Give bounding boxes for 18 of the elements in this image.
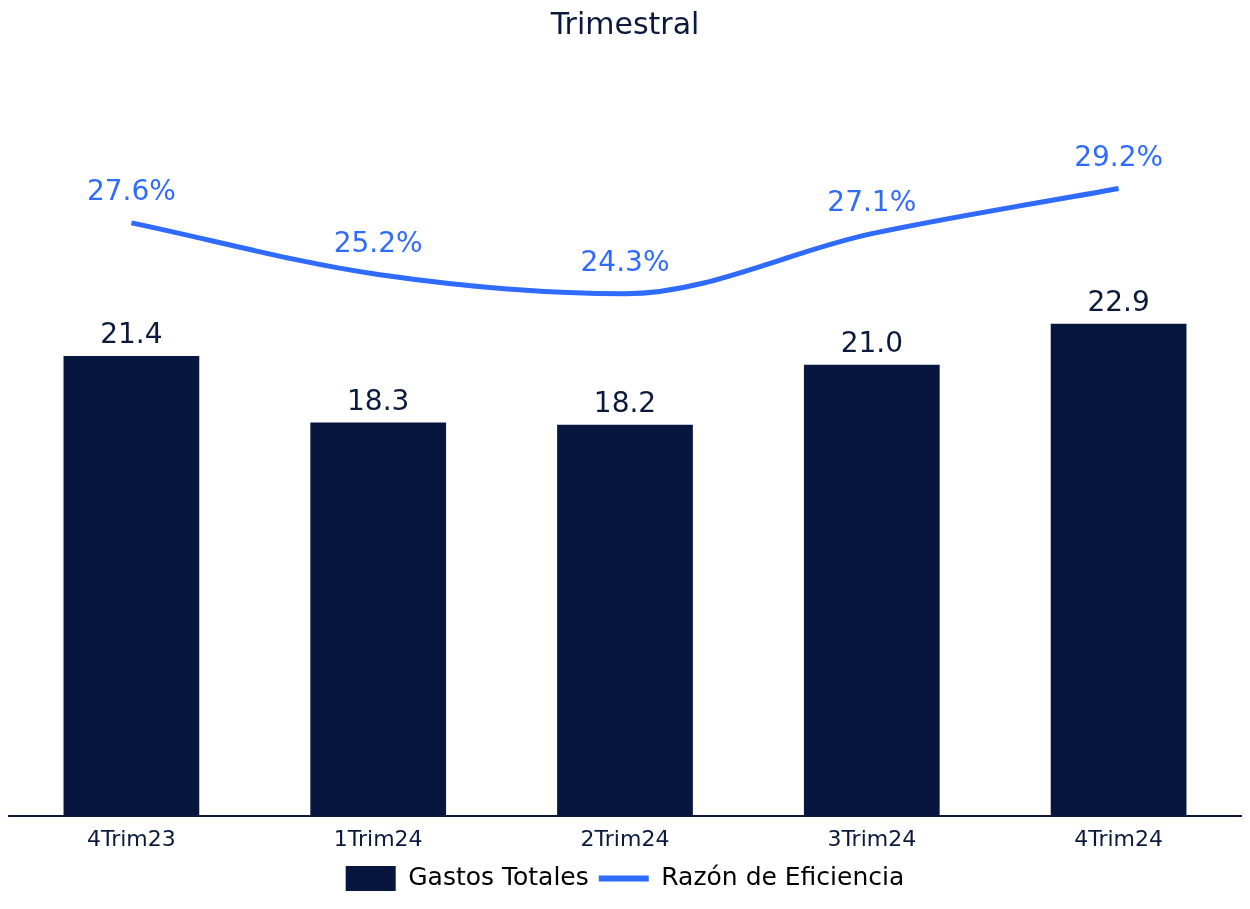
data-label: 27.6% <box>86 174 176 208</box>
x-tick-label: 2Trim24 <box>580 825 670 851</box>
data-label: 21.4 <box>100 317 163 351</box>
data-label: 18.2 <box>593 386 657 420</box>
x-tick-label: 1Trim24 <box>333 825 423 851</box>
data-label: 29.2% <box>1074 139 1164 173</box>
data-label: 25.2% <box>333 225 423 259</box>
data-label: 21.0 <box>840 325 903 359</box>
x-tick-label: 4Trim24 <box>1074 825 1163 851</box>
data-label: 22.9 <box>1087 285 1150 319</box>
data-label: 24.3% <box>580 245 670 279</box>
data-label: 18.3 <box>347 383 410 417</box>
legend-label: Razón de Eficiencia <box>661 862 905 891</box>
data-label: 27.1% <box>827 184 917 218</box>
x-tick-label: 4Trim23 <box>87 825 176 851</box>
legend-label: Gastos Totales <box>408 862 589 891</box>
chart-title: Trimestral <box>549 5 700 41</box>
x-tick-label: 3Trim24 <box>827 825 917 851</box>
